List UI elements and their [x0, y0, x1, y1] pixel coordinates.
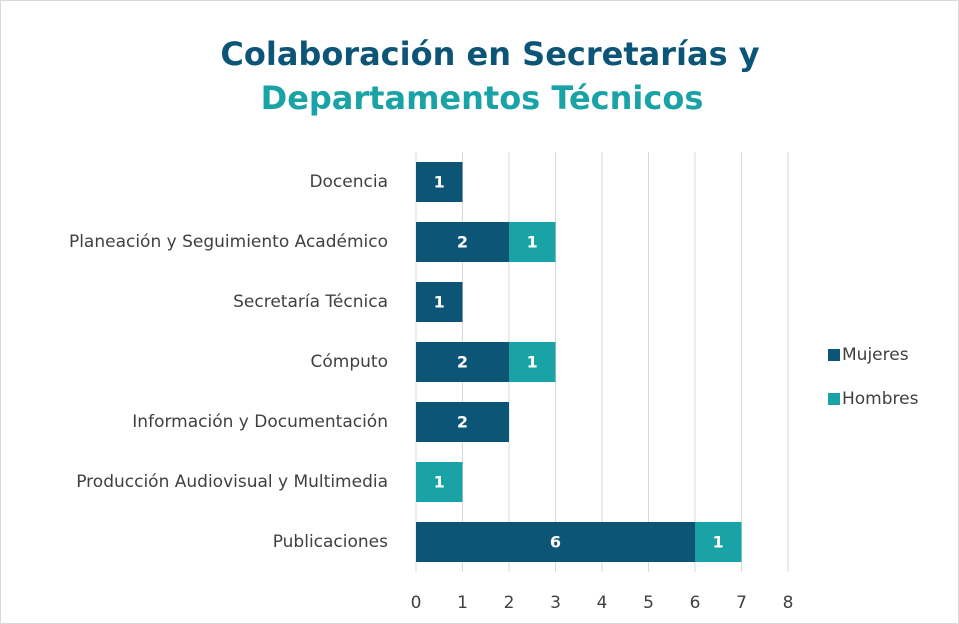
y-tick-label: Producción Audiovisual y Multimedia: [76, 472, 388, 492]
chart-title: Departamentos Técnicos: [261, 79, 704, 117]
x-tick-label: 2: [504, 593, 515, 613]
y-tick-label: Cómputo: [311, 352, 388, 372]
x-tick-label: 1: [457, 593, 468, 613]
data-label: 1: [434, 293, 445, 312]
x-tick-label: 6: [690, 593, 701, 613]
legend-swatch: [828, 393, 840, 405]
x-tick-label: 4: [597, 593, 608, 613]
x-tick-label: 5: [643, 593, 654, 613]
x-tick-label: 3: [550, 593, 561, 613]
y-tick-label: Secretaría Técnica: [233, 292, 388, 312]
bar-segment: [416, 282, 463, 322]
y-tick-label: Publicaciones: [273, 532, 388, 552]
data-label: 6: [550, 533, 561, 552]
x-tick-label: 8: [783, 593, 794, 613]
bar-segment: [416, 402, 509, 442]
data-label: 2: [457, 413, 468, 432]
y-tick-label: Información y Documentación: [132, 412, 388, 432]
bar-segment: [509, 342, 556, 382]
data-label: 1: [527, 233, 538, 252]
bar-segment: [509, 222, 556, 262]
y-tick-label: Planeación y Seguimiento Académico: [69, 232, 388, 252]
bar-segment: [416, 522, 695, 562]
x-tick-label: 7: [736, 593, 747, 613]
legend-label: Hombres: [842, 389, 919, 409]
x-tick-label: 0: [411, 593, 422, 613]
data-label: 2: [457, 233, 468, 252]
data-label: 1: [713, 533, 724, 552]
data-label: 1: [527, 353, 538, 372]
bar-segment: [416, 162, 463, 202]
bar-segment: [416, 222, 509, 262]
y-tick-label: Docencia: [309, 172, 388, 192]
chart-title: Colaboración en Secretarías y: [220, 35, 759, 73]
bar-segment: [695, 522, 742, 562]
legend-label: Mujeres: [842, 345, 909, 365]
data-label: 1: [434, 473, 445, 492]
bar-segment: [416, 462, 463, 502]
data-label: 2: [457, 353, 468, 372]
data-label: 1: [434, 173, 445, 192]
bar-segment: [416, 342, 509, 382]
legend-swatch: [828, 349, 840, 361]
